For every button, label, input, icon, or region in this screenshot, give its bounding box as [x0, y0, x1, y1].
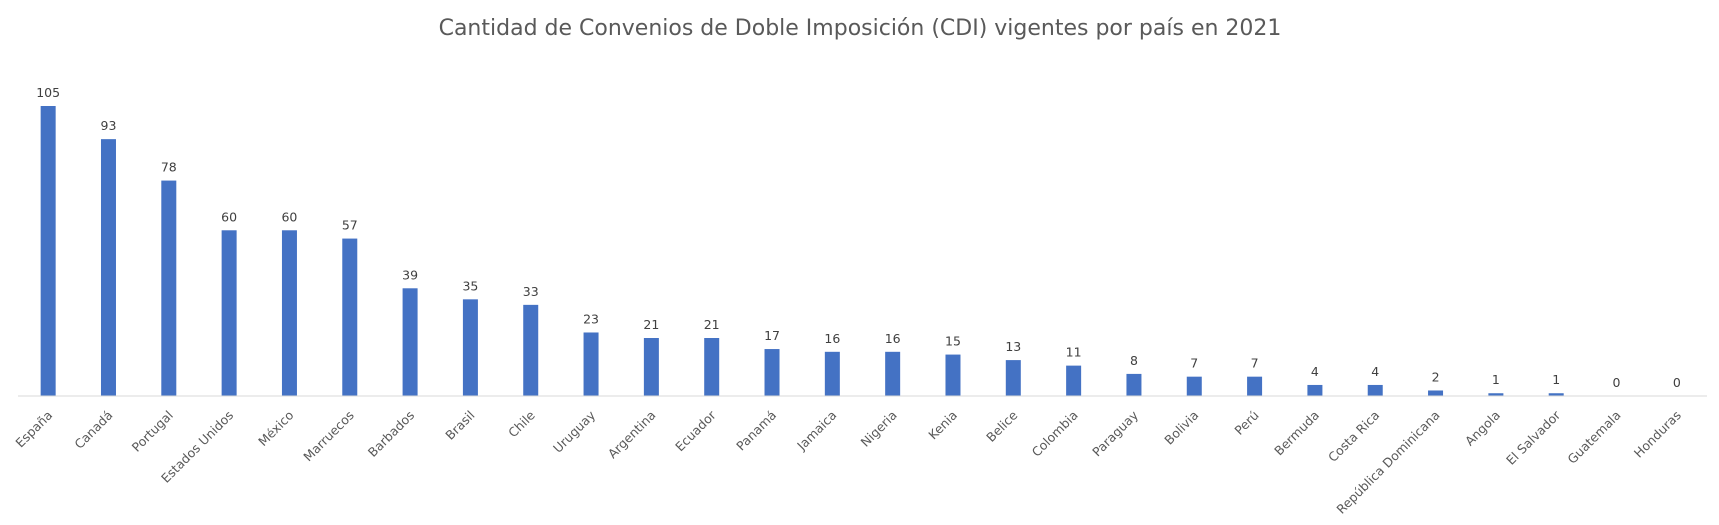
x-tick-label: Bermuda: [1271, 408, 1322, 459]
bar-value-label: 105: [36, 85, 60, 100]
bar: [221, 230, 237, 396]
chart-title: Cantidad de Convenios de Doble Imposició…: [439, 16, 1282, 41]
x-tick-label: Portugal: [129, 408, 176, 455]
bar-value-label: 93: [101, 118, 117, 133]
bar-value-label: 2: [1432, 369, 1440, 384]
x-tick-label: Kenia: [925, 408, 960, 443]
bar-value-label: 21: [704, 317, 720, 332]
x-tick-label: Barbados: [365, 408, 417, 460]
bar-value-label: 4: [1371, 364, 1379, 379]
x-tick-label: Colombia: [1029, 408, 1081, 460]
bar: [824, 351, 840, 396]
bar-value-label: 16: [885, 331, 901, 346]
x-tick-label: Canadá: [71, 408, 115, 452]
bar-value-label: 23: [583, 311, 599, 326]
bar: [1367, 384, 1383, 396]
x-tick-label: Angola: [1462, 408, 1503, 449]
bar: [1247, 376, 1263, 396]
bar-value-label: 35: [462, 278, 478, 293]
x-tick-label: Honduras: [1631, 408, 1684, 461]
x-tick-label: Costa Rica: [1325, 408, 1382, 465]
x-tick-label: Guatemala: [1564, 408, 1623, 467]
bar-value-label: 57: [342, 218, 358, 233]
bar-value-label: 1: [1552, 372, 1560, 387]
bar: [1186, 376, 1202, 396]
bar: [583, 332, 599, 396]
bar-value-label: 39: [402, 267, 418, 282]
bar-value-label: 16: [824, 331, 840, 346]
bar-value-label: 60: [221, 209, 237, 224]
x-tick-label: Paraguay: [1089, 407, 1141, 459]
x-tick-label: República Dominicana: [1333, 408, 1442, 517]
bar-value-label: 17: [764, 328, 780, 343]
bar: [462, 299, 478, 396]
bar: [1126, 373, 1142, 396]
bar-value-label: 0: [1673, 375, 1681, 390]
bar: [764, 349, 780, 396]
bar: [342, 238, 358, 396]
bar: [523, 304, 539, 396]
bar-value-label: 60: [281, 209, 297, 224]
bar-value-label: 13: [1005, 339, 1021, 354]
bar: [1307, 384, 1323, 396]
bar: [1548, 393, 1564, 396]
bar-value-label: 11: [1066, 345, 1082, 360]
bar: [161, 180, 177, 396]
bar-value-label: 1: [1492, 372, 1500, 387]
bar: [1428, 390, 1444, 396]
bar: [704, 338, 720, 396]
bar: [100, 139, 116, 396]
x-tick-label: Uruguay: [550, 407, 599, 456]
bar: [885, 351, 901, 396]
bar-value-label: 8: [1130, 353, 1138, 368]
bar-value-label: 7: [1251, 356, 1259, 371]
x-tick-label: Panamá: [733, 408, 779, 454]
x-tick-label: Ecuador: [672, 407, 719, 454]
bar-value-label: 33: [523, 284, 539, 299]
x-tick-label: Brasil: [442, 408, 477, 443]
bar-value-label: 4: [1311, 364, 1319, 379]
bar: [1488, 393, 1504, 396]
x-tick-label: España: [12, 408, 55, 451]
bar-value-label: 78: [161, 160, 177, 175]
x-tick-label: Nigeria: [858, 408, 900, 450]
bar: [945, 354, 961, 396]
bars-group: [40, 106, 1564, 396]
bar-value-label: 0: [1613, 375, 1621, 390]
bar: [643, 338, 659, 396]
bar: [40, 106, 56, 396]
x-tick-label: México: [255, 408, 296, 449]
bar-value-label: 15: [945, 334, 961, 349]
bar: [1005, 360, 1021, 396]
x-tick-label: Jamaica: [793, 408, 839, 454]
x-tick-label: Belice: [983, 407, 1021, 445]
bar: [281, 230, 297, 396]
bar: [402, 288, 418, 396]
x-tick-label: Bolivia: [1161, 408, 1201, 448]
x-tick-label: Chile: [505, 407, 538, 440]
x-tick-label: Argentina: [605, 408, 659, 462]
x-tick-label: Perú: [1231, 408, 1261, 438]
x-tick-label: El Salvador: [1503, 407, 1564, 468]
bar: [1066, 365, 1082, 396]
x-tick-label: Marruecos: [300, 408, 357, 465]
bar-value-label: 21: [643, 317, 659, 332]
bar-value-label: 7: [1190, 356, 1198, 371]
